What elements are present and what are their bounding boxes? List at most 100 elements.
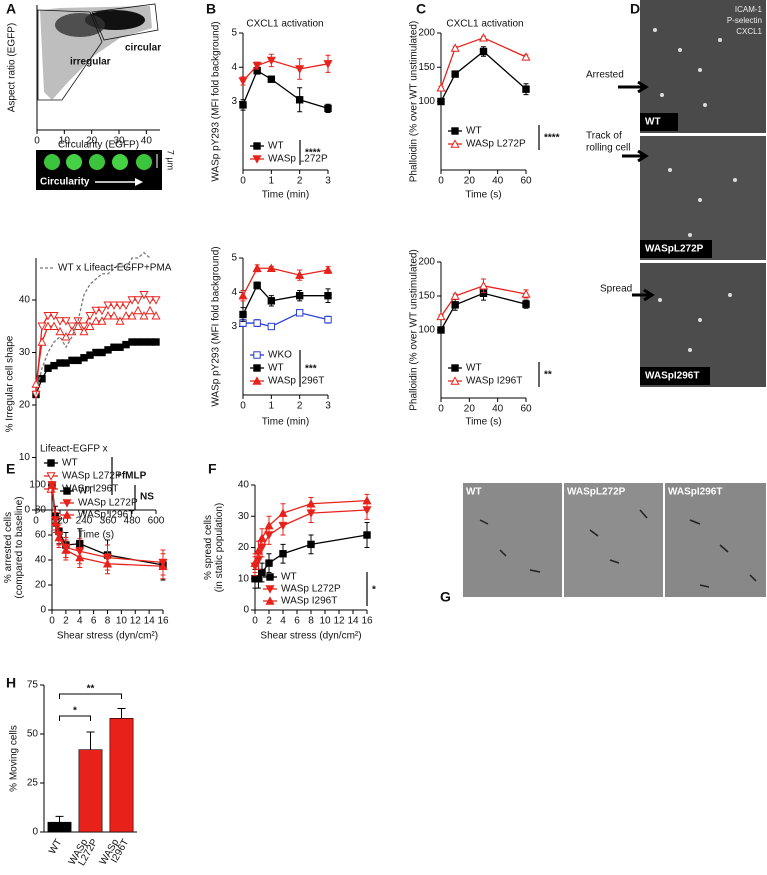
annotation: ***: [305, 364, 317, 375]
y-tick-label: 100: [418, 96, 435, 107]
legend-label: WT x Lifeact-EGFP+PMA: [58, 263, 172, 274]
marker: [158, 561, 168, 570]
marker: [85, 321, 95, 330]
marker: [238, 77, 248, 86]
legend-marker: [451, 364, 459, 372]
x-tick-label: 12: [333, 616, 345, 627]
y-tick-label: 0: [243, 605, 249, 616]
y-axis-label: WASp pY293 (MFI fold background): [211, 21, 222, 181]
annotation: **: [87, 684, 95, 695]
legend-label: WASp L272P: [62, 471, 122, 482]
y-tick-label: 25: [27, 778, 39, 789]
marker: [146, 338, 154, 346]
annotation: ****: [305, 148, 321, 159]
y-tick-label: 5: [231, 253, 237, 264]
marker: [91, 316, 101, 325]
legend-label: WT: [466, 126, 482, 137]
y-tick-label: 60: [35, 530, 47, 541]
marker: [450, 43, 460, 52]
x-axis-label: Time (s): [78, 530, 114, 541]
legend-marker: [266, 573, 274, 581]
marker: [252, 61, 262, 71]
x-tick-label: 0: [49, 616, 55, 627]
marker: [307, 540, 315, 549]
y-tick-label: 20: [19, 400, 31, 411]
x-tick-label: 4: [280, 616, 286, 627]
marker: [152, 338, 160, 346]
marker: [97, 316, 107, 325]
legend-marker: [253, 142, 261, 150]
marker: [74, 356, 82, 365]
marker: [91, 306, 101, 316]
marker: [521, 289, 531, 298]
marker: [267, 297, 276, 305]
panel-label: E: [6, 461, 15, 477]
error-bar: [55, 815, 64, 823]
marker: [62, 359, 70, 367]
x-tick-label: 0: [34, 136, 40, 147]
marker: [254, 575, 263, 583]
legend-marker: [62, 499, 72, 508]
legend-label: WASp L272P: [78, 498, 138, 509]
series-line: [440, 37, 527, 89]
marker: [134, 338, 142, 346]
bar: [47, 821, 72, 833]
x-tick-label: 20: [464, 176, 476, 187]
marker: [54, 532, 64, 542]
legend-label: WASp I296T: [466, 376, 522, 387]
y-axis-label: Phalloidin (% over WT unstimulated): [409, 21, 420, 183]
marker: [49, 312, 59, 321]
y-axis-label: % Moving cells: [9, 725, 20, 792]
x-tick-label: 14: [144, 616, 156, 627]
marker: [133, 305, 143, 315]
marker: [102, 558, 113, 568]
y-tick-label: 30: [238, 511, 250, 522]
marker: [522, 300, 530, 308]
circularity-strip: Circularity 7 μm: [36, 150, 176, 190]
legend-marker: [63, 487, 71, 495]
marker: [264, 520, 274, 530]
marker: [43, 321, 53, 330]
scale-label: 7 μm: [166, 150, 176, 170]
marker: [79, 322, 89, 332]
x-tick-label: 16: [157, 616, 169, 627]
panel-label: G: [440, 589, 451, 605]
marker: [139, 310, 149, 320]
legend-label: WT: [281, 572, 297, 583]
x-tick-label: 40: [141, 136, 153, 147]
image-label: WT: [645, 117, 661, 128]
y-tick-label: 3: [231, 321, 237, 332]
legend-label: WASp L272P: [466, 139, 526, 150]
y-tick-label: 5: [231, 28, 237, 39]
legend-label: WT: [268, 363, 284, 374]
x-tick-label: WT: [47, 837, 64, 856]
series-line: [440, 292, 527, 331]
panel-label: B: [206, 1, 216, 17]
marker: [67, 322, 77, 332]
marker: [278, 508, 288, 517]
error-bar: [117, 708, 126, 719]
chart-title: CXCL1 activation: [246, 19, 323, 30]
marker: [140, 338, 148, 346]
x-tick-label: 14: [347, 616, 359, 627]
marker: [110, 343, 118, 351]
annotation: **: [544, 370, 552, 381]
panel-d-images: WT WASpL272P WASpI296T ICAM-1 P-selectin…: [586, 0, 766, 387]
y-tick-label: 0: [40, 605, 46, 616]
x-axis-label: Shear stress (dyn/cm²): [57, 631, 158, 642]
stain-label: P-selectin: [727, 16, 762, 25]
marker: [44, 364, 52, 372]
x-axis-label: Time (min): [262, 417, 309, 428]
marker: [267, 322, 276, 331]
legend-label: WT: [62, 458, 78, 469]
x-tick-label: 2: [266, 616, 272, 627]
marker: [37, 322, 47, 332]
marker: [115, 301, 125, 311]
x-tick-label: 4: [77, 616, 83, 627]
marker: [55, 317, 65, 326]
marker: [436, 83, 446, 92]
x-tick-label: 120: [52, 516, 69, 527]
marker: [50, 517, 61, 527]
y-tick-label: 20: [238, 542, 250, 553]
y-tick-label: 4: [231, 287, 237, 298]
